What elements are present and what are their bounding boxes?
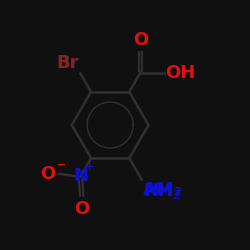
Text: O: O: [74, 200, 89, 218]
Text: NH$_2$: NH$_2$: [143, 181, 182, 201]
Text: OH: OH: [165, 64, 196, 82]
Text: AM₂: AM₂: [143, 181, 182, 199]
Text: +: +: [85, 162, 94, 172]
Text: O: O: [40, 165, 56, 183]
Text: O: O: [134, 31, 149, 49]
Text: N: N: [73, 168, 88, 186]
Text: Br: Br: [57, 54, 79, 72]
Text: −: −: [57, 160, 66, 170]
